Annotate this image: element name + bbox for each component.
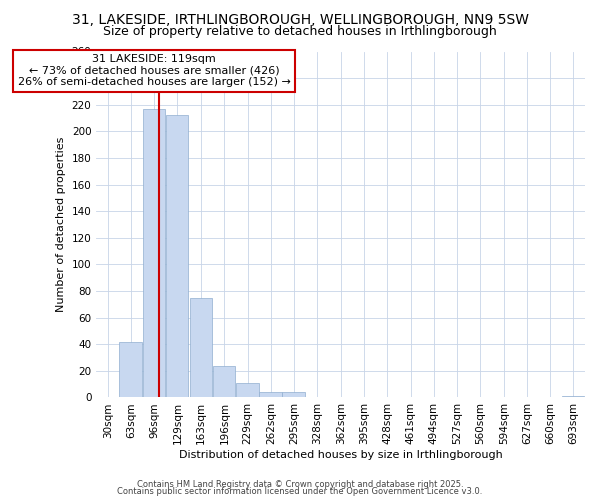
Text: Contains public sector information licensed under the Open Government Licence v3: Contains public sector information licen…: [118, 487, 482, 496]
Bar: [259, 392, 281, 398]
Bar: [166, 116, 188, 398]
Text: Size of property relative to detached houses in Irthlingborough: Size of property relative to detached ho…: [103, 25, 497, 38]
Bar: [562, 396, 584, 398]
Text: Contains HM Land Registry data © Crown copyright and database right 2025.: Contains HM Land Registry data © Crown c…: [137, 480, 463, 489]
Text: 31, LAKESIDE, IRTHLINGBOROUGH, WELLINGBOROUGH, NN9 5SW: 31, LAKESIDE, IRTHLINGBOROUGH, WELLINGBO…: [71, 12, 529, 26]
Bar: [190, 298, 212, 398]
Bar: [213, 366, 235, 398]
Text: 31 LAKESIDE: 119sqm
← 73% of detached houses are smaller (426)
26% of semi-detac: 31 LAKESIDE: 119sqm ← 73% of detached ho…: [18, 54, 290, 88]
Bar: [143, 108, 165, 398]
Y-axis label: Number of detached properties: Number of detached properties: [56, 137, 66, 312]
Bar: [283, 392, 305, 398]
X-axis label: Distribution of detached houses by size in Irthlingborough: Distribution of detached houses by size …: [179, 450, 503, 460]
Bar: [236, 383, 259, 398]
Bar: [119, 342, 142, 398]
